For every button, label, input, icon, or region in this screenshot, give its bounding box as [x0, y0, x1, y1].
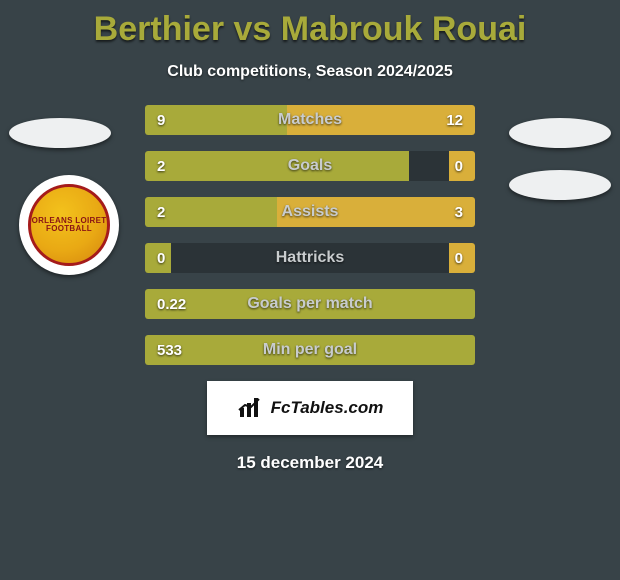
bar-row: 23Assists	[145, 197, 475, 227]
page-title: Berthier vs Mabrouk Rouai	[0, 0, 620, 49]
player-right-placeholder-2	[509, 170, 611, 200]
comparison-bars: 912Matches20Goals23Assists00Hattricks0.2…	[145, 105, 475, 365]
bar-left-value: 0.22	[157, 289, 186, 319]
page-subtitle: Club competitions, Season 2024/2025	[0, 63, 620, 81]
bar-right-value: 0	[455, 151, 463, 181]
bar-row: 0 0Hattricks	[145, 243, 475, 273]
club-badge-inner: ORLEANS LOIRET FOOTBALL	[28, 184, 110, 266]
brand-name: FcTables.com	[271, 398, 384, 418]
bar-right-value: 0	[455, 243, 463, 273]
bar-left-fill	[145, 151, 409, 181]
player-right-placeholder-1	[509, 118, 611, 148]
bar-left-fill	[145, 289, 475, 319]
bar-row: 20Goals	[145, 151, 475, 181]
bar-right-value: 3	[455, 197, 463, 227]
bar-row: 912Matches	[145, 105, 475, 135]
bar-left-value: 2	[157, 197, 165, 227]
comparison-stage: ORLEANS LOIRET FOOTBALL 912Matches20Goal…	[0, 105, 620, 365]
bar-label: Hattricks	[145, 243, 475, 273]
club-badge: ORLEANS LOIRET FOOTBALL	[19, 175, 119, 275]
bar-left-value: 9	[157, 105, 165, 135]
bar-left-value: 533	[157, 335, 182, 365]
bar-row: 533Min per goal	[145, 335, 475, 365]
club-badge-text: ORLEANS LOIRET FOOTBALL	[31, 217, 107, 233]
bar-right-value: 12	[446, 105, 463, 135]
bar-row: 0.22Goals per match	[145, 289, 475, 319]
bar-left-fill	[145, 335, 475, 365]
date-text: 15 december 2024	[0, 453, 620, 473]
bar-right-fill	[277, 197, 475, 227]
chart-icon	[237, 396, 265, 420]
player-left-placeholder	[9, 118, 111, 148]
bar-left-value: 0	[157, 243, 165, 273]
bar-left-fill	[145, 105, 287, 135]
bar-left-value: 2	[157, 151, 165, 181]
brand-logo[interactable]: FcTables.com	[207, 381, 413, 435]
